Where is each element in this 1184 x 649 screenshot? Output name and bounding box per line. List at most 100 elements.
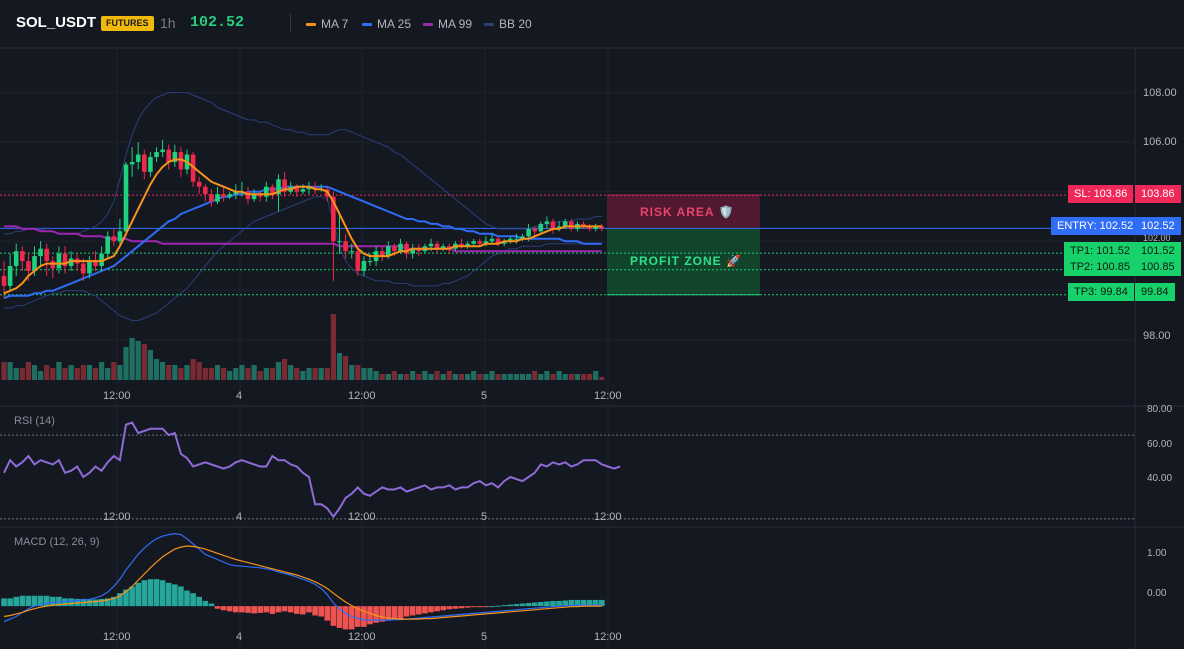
volume-bar: [568, 374, 574, 380]
volume-bar: [434, 371, 440, 380]
volume-bar: [196, 362, 202, 380]
macd-histogram-bar: [104, 598, 111, 607]
candle: [538, 223, 544, 232]
candle: [508, 238, 513, 242]
macd-histogram-bar: [147, 579, 154, 607]
legend-bb20[interactable]: BB 20: [484, 17, 532, 31]
volume-bar: [178, 368, 184, 380]
candle: [50, 261, 56, 269]
macd-histogram-bar: [544, 601, 550, 607]
volume-bar: [404, 374, 410, 380]
macd-histogram-bar: [111, 596, 117, 607]
candle: [166, 149, 171, 162]
volume-bar: [361, 368, 367, 380]
candle: [227, 194, 232, 197]
time-label: 12:00: [103, 631, 131, 643]
time-label: 4: [236, 511, 243, 523]
legend-swatch-icon: [362, 22, 372, 26]
volume-bar: [300, 371, 306, 380]
macd-histogram-bar: [287, 606, 294, 613]
volume-bar: [501, 374, 507, 380]
volume-bar: [471, 371, 477, 380]
candle: [520, 236, 525, 239]
macd-histogram-bar: [470, 606, 477, 608]
volume-bar: [556, 371, 562, 380]
candle: [587, 226, 592, 229]
volume-bar: [208, 368, 214, 380]
candle: [233, 191, 239, 195]
macd-histogram-bar: [452, 606, 459, 609]
rsi-axis-label: 80.00: [1147, 404, 1173, 415]
volume-bar: [587, 374, 593, 380]
macd-histogram-bar: [550, 600, 556, 607]
legend-ma25[interactable]: MA 25: [362, 17, 411, 31]
candle: [306, 186, 312, 190]
volume-bar: [233, 368, 239, 380]
ma99-line: [4, 225, 602, 253]
symbol-name[interactable]: SOL_USDT: [16, 14, 97, 31]
macd-axis-label: 0.00: [1147, 588, 1167, 599]
volume-bar: [117, 365, 123, 380]
macd-histogram-bar: [269, 606, 276, 614]
legend-swatch-icon: [306, 22, 316, 26]
macd-histogram-bar: [214, 606, 221, 609]
legend-label: MA 7: [321, 17, 349, 31]
macd-histogram-bar: [275, 606, 282, 613]
legend-ma99[interactable]: MA 99: [423, 17, 472, 31]
candle: [367, 261, 373, 263]
volume-bar: [593, 371, 599, 380]
candle: [7, 266, 13, 286]
volume-bar: [227, 371, 233, 380]
candle: [178, 152, 184, 170]
macd-histogram-bar: [202, 600, 209, 607]
candle: [135, 154, 141, 162]
timeframe-selector[interactable]: 1h: [160, 15, 176, 31]
macd-histogram-bar: [37, 595, 44, 607]
candle: [129, 161, 135, 165]
volume-bar: [318, 368, 324, 380]
candle: [379, 251, 385, 257]
macd-histogram-bar: [153, 579, 160, 607]
candle: [398, 243, 403, 252]
candle: [355, 251, 361, 271]
volume-bar: [239, 365, 245, 380]
volume-bar: [31, 365, 38, 380]
entry-tag: ENTRY: 102.52: [1051, 217, 1140, 235]
time-label: 12:00: [594, 511, 622, 523]
candle: [13, 251, 19, 267]
macd-histogram-bar: [7, 598, 13, 607]
candle: [117, 231, 123, 242]
volume-bar: [428, 374, 434, 380]
macd-histogram-bar: [440, 606, 446, 611]
legend-label: MA 25: [377, 17, 412, 31]
macd-histogram-bar: [330, 606, 337, 626]
macd-histogram-bar: [464, 606, 471, 608]
volume-bar: [562, 374, 568, 380]
candle: [142, 154, 147, 172]
volume-bar: [269, 368, 275, 380]
macd-histogram-bar: [165, 582, 172, 607]
tp2-tag: TP2: 100.85: [1064, 258, 1136, 276]
volume-bar: [153, 359, 160, 380]
candle: [221, 194, 226, 197]
legend-ma7[interactable]: MA 7: [306, 17, 348, 31]
macd-histogram-bar: [391, 606, 398, 620]
candle: [209, 194, 214, 202]
volume-bar: [312, 368, 318, 380]
candle: [447, 246, 452, 249]
volume-bar: [56, 362, 62, 380]
macd-histogram-bar: [13, 596, 19, 607]
volume-bar: [1, 362, 7, 380]
volume-bar: [410, 371, 416, 380]
legend-label: BB 20: [499, 17, 532, 31]
rsi-axis-label: 60.00: [1147, 439, 1173, 450]
macd-histogram-bar: [355, 606, 361, 627]
macd-histogram-bar: [495, 605, 501, 607]
volume-bar: [202, 368, 208, 380]
candle: [428, 243, 434, 247]
candle: [270, 186, 275, 195]
legend-label: MA 99: [438, 17, 473, 31]
candle: [556, 226, 562, 229]
candle: [32, 256, 37, 271]
